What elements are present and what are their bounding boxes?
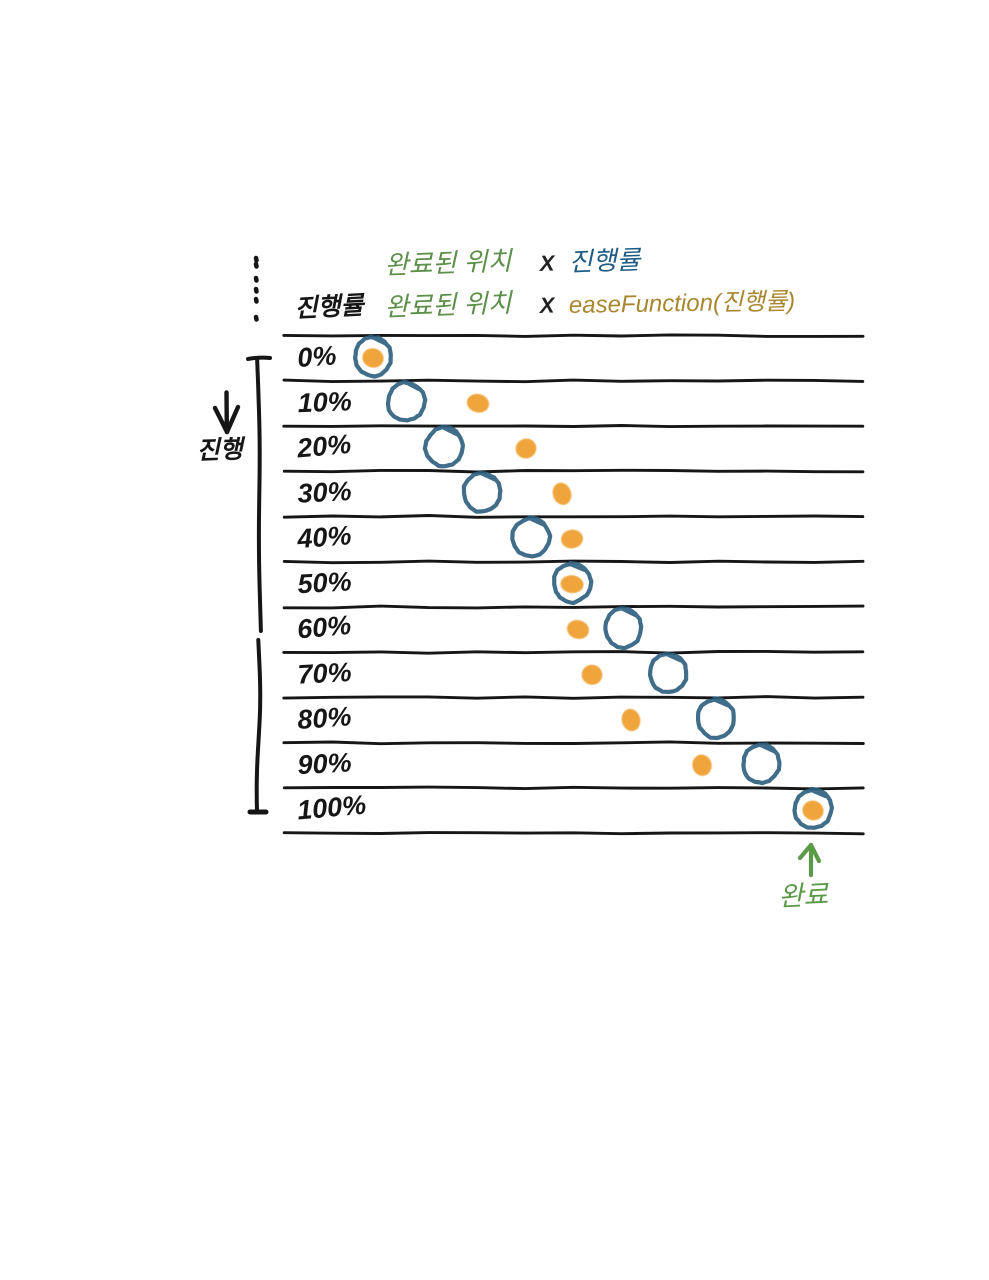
svg-text:진행률: 진행률 — [294, 291, 366, 323]
svg-text:30%: 30% — [297, 476, 353, 509]
svg-text:50%: 50% — [297, 566, 353, 599]
svg-text:X: X — [537, 250, 556, 276]
svg-text:X: X — [537, 292, 556, 318]
svg-text:진행: 진행 — [196, 435, 247, 465]
svg-text:80%: 80% — [296, 701, 352, 735]
svg-text:0%: 0% — [296, 340, 337, 373]
svg-text:20%: 20% — [295, 429, 352, 464]
svg-text:40%: 40% — [295, 520, 352, 554]
svg-text:60%: 60% — [296, 610, 352, 645]
svg-text:완료된 위치: 완료된 위치 — [384, 246, 514, 280]
svg-text:10%: 10% — [297, 386, 352, 418]
svg-text:70%: 70% — [297, 657, 353, 690]
svg-text:100%: 100% — [296, 790, 367, 826]
svg-text:easeFunction(진행률): easeFunction(진행률) — [569, 288, 796, 319]
svg-text:진행률: 진행률 — [568, 244, 643, 277]
svg-text:완료: 완료 — [778, 879, 830, 912]
svg-text:완료된 위치: 완료된 위치 — [384, 288, 514, 322]
svg-text:90%: 90% — [297, 747, 353, 780]
